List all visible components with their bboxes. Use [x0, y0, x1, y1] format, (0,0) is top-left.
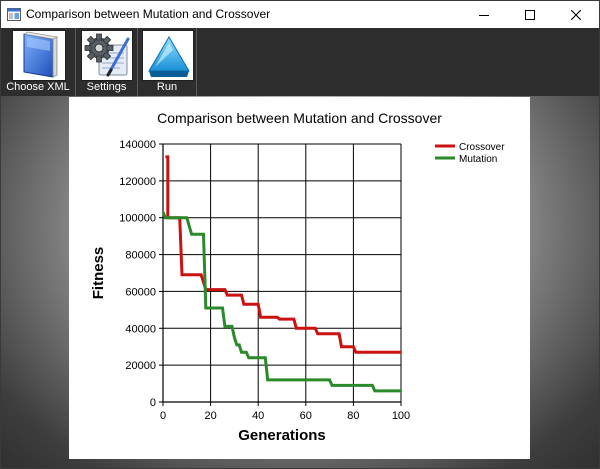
minimize-button[interactable]	[461, 1, 507, 28]
settings-button[interactable]: Settings	[76, 28, 137, 96]
x-axis-label: Generations	[238, 427, 326, 444]
close-icon	[571, 9, 581, 20]
chart-title: Comparison between Mutation and Crossove…	[157, 110, 442, 126]
x-tick-label: 0	[160, 410, 166, 422]
y-tick-label: 120000	[119, 176, 156, 188]
app-icon	[7, 8, 21, 21]
settings-icon-box	[81, 30, 133, 81]
maximize-icon	[525, 9, 535, 20]
chart-panel: Comparison between Mutation and Crossove…	[69, 97, 530, 459]
x-tick-label: 60	[300, 410, 312, 422]
book-icon	[22, 31, 59, 78]
y-tick-label: 0	[150, 397, 156, 409]
y-tick-label: 60000	[125, 286, 156, 298]
gear-icon	[84, 33, 130, 77]
toolbar: Choose XML	[1, 28, 599, 96]
run-label: Run	[156, 81, 178, 93]
close-button[interactable]	[553, 1, 599, 28]
x-tick-label: 40	[252, 410, 264, 422]
choose-xml-button[interactable]: Choose XML	[1, 28, 75, 96]
y-tick-label: 80000	[125, 250, 156, 262]
window-title: Comparison between Mutation and Crossove…	[26, 7, 271, 21]
x-tick-label: 20	[204, 410, 216, 422]
y-tick-label: 100000	[119, 213, 156, 225]
y-tick-label: 40000	[125, 323, 156, 335]
series-line-mutation	[161, 211, 401, 393]
minimize-icon	[479, 14, 489, 16]
line-chart: 0 20 40 60 80 100 0 20000 40000 60000 80000 100000 1…	[90, 139, 505, 444]
x-tick-label: 100	[392, 410, 410, 422]
maximize-button[interactable]	[507, 1, 553, 28]
toolbar-divider	[75, 28, 76, 96]
choose-xml-label: Choose XML	[6, 81, 70, 93]
y-tick-label: 140000	[119, 139, 156, 151]
settings-label: Settings	[86, 81, 127, 93]
legend-entry: Mutation	[459, 154, 497, 165]
play-triangle-icon	[148, 36, 190, 77]
legend-entry: Crossover	[459, 142, 505, 153]
series-line-crossover	[165, 155, 401, 354]
y-axis-label: Fitness	[90, 247, 107, 300]
y-tick-label: 20000	[125, 360, 156, 372]
title-bar[interactable]: Comparison between Mutation and Crossove…	[1, 1, 599, 28]
run-icon-box	[142, 30, 194, 81]
toolbar-divider	[137, 28, 138, 96]
choose-xml-icon-box	[12, 30, 66, 81]
x-tick-label: 80	[347, 410, 359, 422]
chart-workspace: Comparison between Mutation and Crossove…	[1, 96, 599, 468]
toolbar-divider	[196, 28, 197, 96]
run-button[interactable]: Run	[138, 28, 196, 96]
